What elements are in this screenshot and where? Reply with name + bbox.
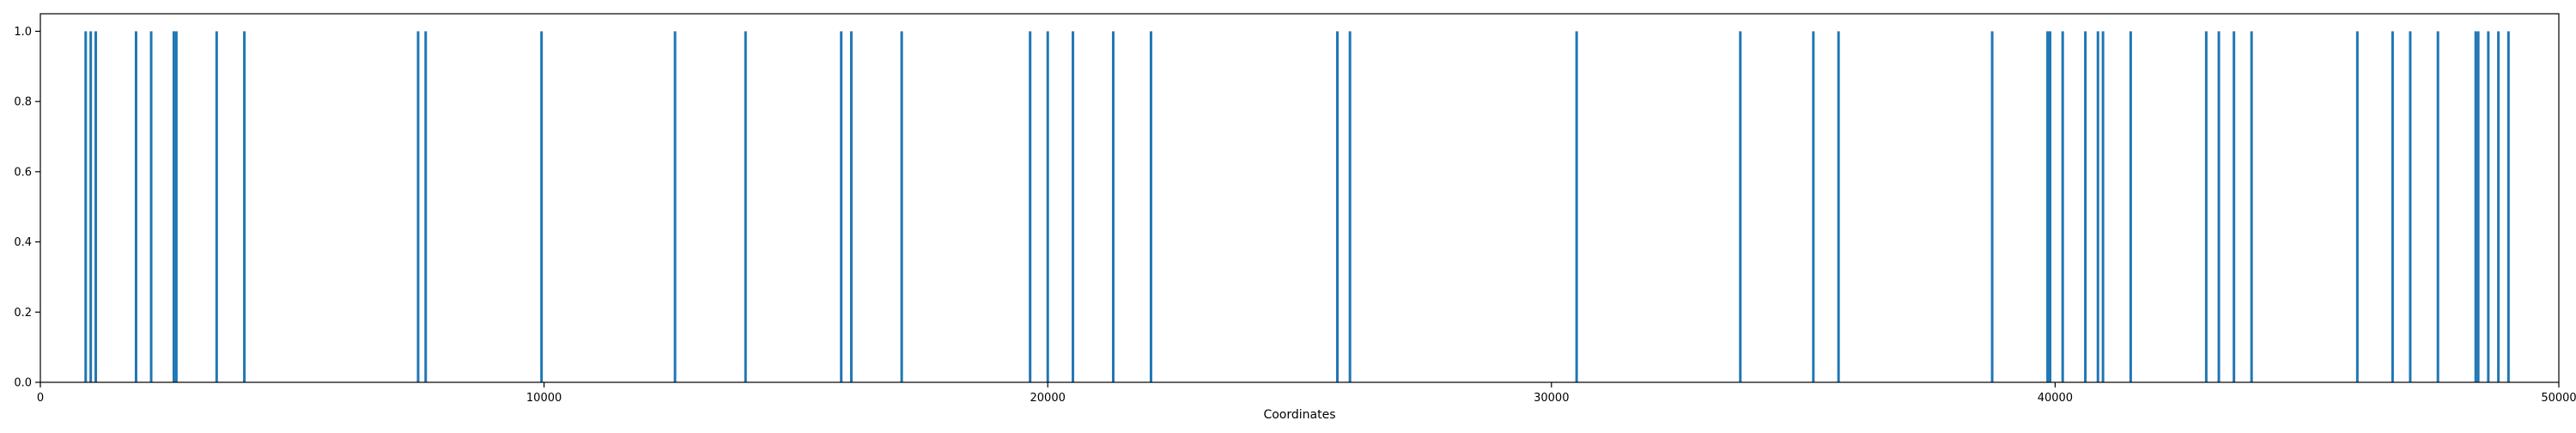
data-bar <box>2487 31 2490 383</box>
data-bar <box>1072 31 1075 383</box>
data-bar <box>1336 31 1339 383</box>
y-axis-ticks: 0.0 0.2 0.4 0.6 0.8 1.0 <box>14 26 40 390</box>
data-bar <box>2233 31 2236 383</box>
data-bar <box>2101 31 2105 383</box>
data-bar <box>1990 31 1994 383</box>
data-bar <box>1149 31 1152 383</box>
x-tick-label: 10000 <box>526 392 562 405</box>
data-bar <box>215 31 218 383</box>
data-bar <box>673 31 677 383</box>
data-bar <box>2061 31 2064 383</box>
data-bar <box>2391 31 2394 383</box>
bars-layer <box>84 31 2510 383</box>
data-bar <box>1111 31 1115 383</box>
plot-frame <box>39 13 2560 383</box>
data-bar <box>540 31 544 383</box>
data-bar <box>2436 31 2439 383</box>
data-bar <box>174 31 178 383</box>
data-bar <box>1812 31 1815 383</box>
data-bar <box>2084 31 2087 383</box>
data-bar <box>134 31 137 383</box>
data-bar <box>1575 31 1578 383</box>
data-bar <box>900 31 903 383</box>
data-bar <box>84 31 88 383</box>
x-axis-ticks: 0 10000 20000 30000 40000 50000 <box>37 382 2576 405</box>
data-bar <box>149 31 153 383</box>
data-bar <box>2204 31 2208 383</box>
data-bar <box>424 31 428 383</box>
data-bar <box>2355 31 2359 383</box>
x-tick-label: 20000 <box>1030 392 1066 405</box>
data-bar <box>2217 31 2221 383</box>
data-bar <box>1739 31 1742 383</box>
data-bar <box>89 31 93 383</box>
y-tick-label: 0.2 <box>14 307 32 320</box>
data-bar <box>2409 31 2412 383</box>
y-tick-label: 1.0 <box>14 26 32 39</box>
x-axis-label: Coordinates <box>1263 408 1335 422</box>
data-bar <box>2129 31 2132 383</box>
data-bar <box>744 31 747 383</box>
data-bar <box>1837 31 1840 383</box>
data-bar <box>2046 31 2050 383</box>
data-bar <box>840 31 843 383</box>
data-bar <box>2096 31 2099 383</box>
y-tick-label: 0.8 <box>14 96 32 109</box>
data-bar <box>1046 31 1049 383</box>
x-tick-label: 30000 <box>1534 392 1569 405</box>
axes-layer <box>39 13 2560 383</box>
x-tick-label: 0 <box>37 392 44 405</box>
data-bar <box>2250 31 2253 383</box>
data-bar <box>172 31 175 383</box>
data-bar <box>243 31 246 383</box>
data-bar <box>416 31 420 383</box>
data-bar <box>849 31 853 383</box>
y-tick-label: 0.4 <box>14 236 32 249</box>
data-bar <box>2506 31 2510 383</box>
data-bar <box>94 31 98 383</box>
data-bar <box>2049 31 2052 383</box>
x-tick-label: 40000 <box>2038 392 2073 405</box>
y-tick-label: 0.6 <box>14 166 32 179</box>
data-bar <box>2497 31 2500 383</box>
y-tick-label: 0.0 <box>14 377 32 390</box>
data-bar <box>1348 31 1352 383</box>
x-tick-label: 50000 <box>2541 392 2576 405</box>
data-bar <box>2476 31 2480 383</box>
data-bar <box>1029 31 1032 383</box>
data-bar <box>2474 31 2477 383</box>
